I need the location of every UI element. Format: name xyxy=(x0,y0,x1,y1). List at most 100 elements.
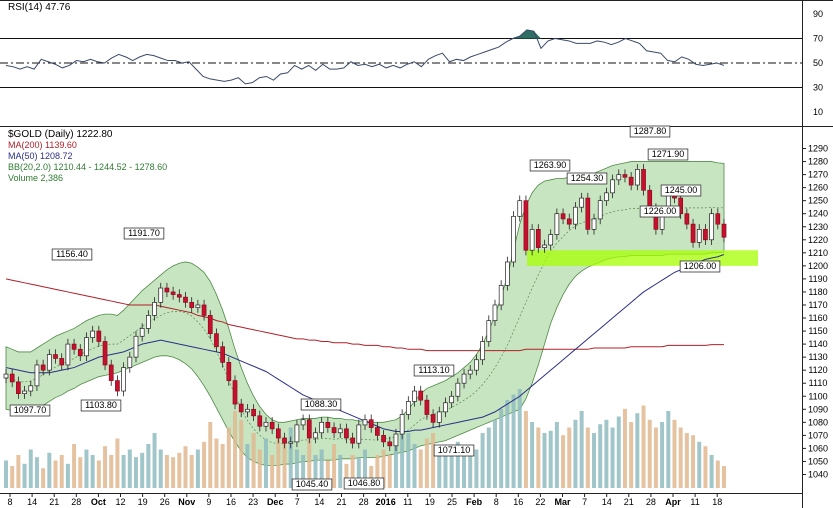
time-tick-label: 21 xyxy=(49,497,59,507)
volume-bar xyxy=(548,430,553,488)
price-annotation-label: 1097.70 xyxy=(14,405,47,415)
price-annotation-box xyxy=(9,404,51,417)
volume-bar xyxy=(90,455,95,488)
price-annotation-label: 1254.30 xyxy=(571,173,604,183)
price-tick-label: 1060 xyxy=(808,443,828,453)
volume-bar xyxy=(709,455,714,488)
price-tick-label: 1140 xyxy=(808,339,827,349)
price-annotation-label: 1046.80 xyxy=(348,478,381,488)
price-annotation-box xyxy=(123,227,165,240)
volume-bar xyxy=(270,455,275,488)
candle-body xyxy=(368,419,374,428)
candle-body xyxy=(690,223,696,243)
volume-bar xyxy=(325,460,330,488)
legend-ma50: MA(50) 1208.72 xyxy=(8,151,73,161)
candle-body xyxy=(325,421,331,428)
time-tick-label: 14 xyxy=(602,497,612,507)
volume-bar xyxy=(610,427,615,488)
volume-bar xyxy=(629,422,634,488)
candle-body xyxy=(715,213,721,225)
candle-body xyxy=(517,200,523,217)
price-tick-label: 1150 xyxy=(808,326,827,336)
volume-bar xyxy=(363,449,367,488)
price-annotation-label: 1245.00 xyxy=(665,185,698,195)
rsi-line xyxy=(5,29,725,85)
volume-bar xyxy=(660,422,665,488)
price-panel: 1097.70 1156.40 1103.80 1191.70 1088.30 1045.… xyxy=(3,125,758,491)
time-tick-label: 19 xyxy=(425,497,435,507)
candle-body xyxy=(560,213,566,220)
candle-body xyxy=(591,218,597,230)
volume-bar xyxy=(189,455,194,488)
price-annotation-box xyxy=(647,148,689,161)
candle-body xyxy=(535,229,541,248)
price-tick-label: 1080 xyxy=(808,417,828,427)
candle-body xyxy=(220,346,225,363)
volume-bar xyxy=(220,444,225,488)
volume-bar xyxy=(282,444,287,488)
volume-bar xyxy=(16,455,21,488)
price-annotation-label: 1113.10 xyxy=(418,365,449,375)
candle-body xyxy=(387,441,393,447)
volume-bar xyxy=(424,438,429,488)
price-annotation-box xyxy=(660,184,702,197)
rsi-title: RSI(14) 47.76 xyxy=(8,2,71,13)
volume-bar xyxy=(344,463,349,488)
volume-bar xyxy=(115,438,120,488)
candle-body xyxy=(566,218,572,225)
time-tick-label: 28 xyxy=(359,497,369,507)
candle-body xyxy=(251,408,256,417)
price-tick-label: 1220 xyxy=(808,235,828,245)
price-tick-label: 1200 xyxy=(808,261,828,271)
time-tick-label: 25 xyxy=(447,497,457,507)
price-annotation-label: 1206.00 xyxy=(684,261,717,271)
volume-bar xyxy=(319,449,324,488)
candle-body xyxy=(96,330,102,342)
candle-body xyxy=(108,364,114,381)
volume-bar xyxy=(226,427,231,488)
volume-bar xyxy=(616,416,621,488)
candle-body xyxy=(381,435,386,443)
rsi-panel: 10 30 50 70 90 xyxy=(0,9,823,117)
volume-bar xyxy=(684,433,689,488)
volume-bar xyxy=(65,463,70,488)
volume-bar xyxy=(641,405,646,488)
volume-bar xyxy=(480,433,485,488)
volume-bar xyxy=(406,433,411,488)
bollinger-middle xyxy=(5,206,725,445)
candle-body xyxy=(232,380,238,405)
time-tick-label: 16 xyxy=(513,497,523,507)
volume-bar xyxy=(276,433,281,488)
candle-body xyxy=(467,369,473,375)
time-tick-label: Mar xyxy=(554,497,571,507)
volume-bar xyxy=(47,452,52,488)
candle-body xyxy=(375,427,380,436)
time-tick-label: 19 xyxy=(138,497,148,507)
candle-body xyxy=(313,432,318,439)
rsi-tick-label: 70 xyxy=(813,34,823,44)
volume-bar xyxy=(517,389,522,488)
candle-body xyxy=(554,213,560,235)
volume-bar xyxy=(431,433,436,488)
candle-body xyxy=(461,373,467,384)
volume-bar xyxy=(468,455,473,488)
candle-body xyxy=(703,229,708,241)
candle-body xyxy=(170,291,176,295)
volume-bar xyxy=(313,455,318,488)
price-tick-label: 1180 xyxy=(808,287,827,297)
time-tick-label: 11 xyxy=(690,497,699,507)
time-tick-label: 9 xyxy=(206,497,211,507)
volume-bar xyxy=(542,433,547,488)
price-tick-label: 1100 xyxy=(808,391,827,401)
price-annotation-box xyxy=(566,172,608,185)
volume-bar xyxy=(338,455,343,488)
candle-body xyxy=(257,415,263,427)
volume-bar xyxy=(202,441,207,488)
price-annotation-box xyxy=(679,260,721,273)
candle-body xyxy=(418,390,424,401)
candle-body xyxy=(164,287,170,293)
volume-bar xyxy=(499,408,504,488)
volume-bar xyxy=(84,449,89,488)
volume-bar xyxy=(387,455,392,488)
candle-body xyxy=(152,302,157,316)
